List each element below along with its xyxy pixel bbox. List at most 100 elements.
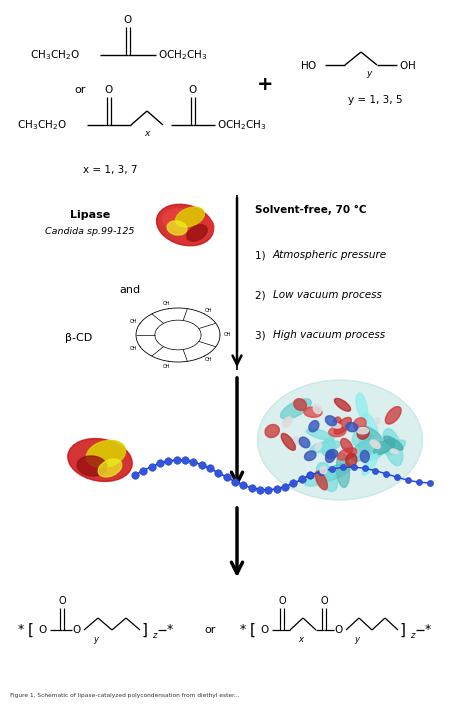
Text: ]: ]: [400, 622, 406, 637]
Ellipse shape: [175, 207, 204, 227]
Ellipse shape: [172, 215, 214, 244]
Ellipse shape: [341, 438, 353, 452]
Ellipse shape: [315, 471, 328, 490]
Ellipse shape: [374, 439, 395, 455]
Ellipse shape: [346, 423, 358, 432]
Ellipse shape: [390, 449, 398, 454]
Ellipse shape: [167, 221, 187, 235]
Ellipse shape: [334, 418, 351, 434]
Ellipse shape: [364, 413, 378, 436]
Text: OH: OH: [205, 307, 213, 313]
Text: O: O: [334, 625, 342, 635]
Text: β-CD: β-CD: [65, 333, 92, 343]
Text: $\mathregular{OCH_2CH_3}$: $\mathregular{OCH_2CH_3}$: [158, 48, 208, 62]
Ellipse shape: [359, 433, 374, 452]
Text: [: [: [250, 622, 256, 637]
Text: High vacuum process: High vacuum process: [273, 330, 385, 340]
Ellipse shape: [294, 399, 307, 411]
Ellipse shape: [346, 453, 357, 467]
Text: Solvent-free, 70 °C: Solvent-free, 70 °C: [255, 205, 366, 215]
Ellipse shape: [315, 443, 322, 450]
Ellipse shape: [307, 429, 334, 440]
Ellipse shape: [354, 418, 366, 430]
Text: y: y: [355, 634, 359, 644]
Text: and: and: [119, 285, 141, 295]
Ellipse shape: [333, 417, 341, 429]
Text: Candida sp.99-125: Candida sp.99-125: [46, 227, 135, 236]
Ellipse shape: [257, 380, 422, 500]
Ellipse shape: [299, 437, 310, 447]
Text: *: *: [240, 624, 246, 636]
Text: OH: OH: [163, 302, 171, 307]
Ellipse shape: [317, 464, 352, 481]
Ellipse shape: [352, 429, 368, 447]
Text: OH: OH: [224, 333, 231, 338]
Text: O: O: [105, 85, 113, 95]
Ellipse shape: [326, 416, 337, 426]
Text: O: O: [58, 596, 66, 606]
Text: O: O: [38, 625, 46, 635]
Ellipse shape: [310, 441, 341, 452]
Ellipse shape: [265, 425, 279, 438]
Ellipse shape: [304, 407, 322, 417]
Text: O: O: [260, 625, 268, 635]
Text: *: *: [167, 624, 173, 636]
Text: O: O: [278, 596, 286, 606]
Text: ]: ]: [142, 622, 148, 637]
Text: z: z: [410, 632, 414, 641]
Text: O: O: [72, 625, 80, 635]
Ellipse shape: [326, 450, 337, 459]
Text: Figure 1. Schematic of lipase-catalyzed polycondensation from diethyl ester...: Figure 1. Schematic of lipase-catalyzed …: [10, 692, 240, 697]
Text: *: *: [18, 624, 24, 636]
Text: Lipase: Lipase: [70, 210, 110, 220]
Ellipse shape: [383, 428, 403, 466]
Text: y: y: [93, 634, 99, 644]
Text: Low vacuum process: Low vacuum process: [273, 290, 382, 300]
Ellipse shape: [358, 426, 382, 442]
Ellipse shape: [357, 427, 369, 439]
Text: or: or: [74, 85, 86, 95]
Ellipse shape: [163, 209, 198, 231]
Text: 1): 1): [255, 250, 269, 260]
Ellipse shape: [360, 450, 369, 462]
Ellipse shape: [356, 393, 367, 420]
Ellipse shape: [362, 454, 378, 475]
Text: x: x: [299, 634, 303, 644]
Ellipse shape: [156, 205, 213, 246]
Text: 3): 3): [255, 330, 269, 340]
Text: OH: OH: [163, 364, 171, 369]
Ellipse shape: [352, 440, 374, 461]
Ellipse shape: [357, 428, 369, 434]
Text: z: z: [152, 632, 156, 641]
Ellipse shape: [384, 436, 403, 450]
Ellipse shape: [281, 399, 311, 419]
Ellipse shape: [321, 438, 335, 456]
Text: $\mathregular{OCH_2CH_3}$: $\mathregular{OCH_2CH_3}$: [217, 118, 266, 132]
Ellipse shape: [187, 225, 207, 241]
Ellipse shape: [304, 451, 316, 460]
Ellipse shape: [329, 427, 346, 437]
Ellipse shape: [370, 441, 391, 460]
Text: OH: OH: [129, 346, 137, 351]
Ellipse shape: [316, 462, 337, 491]
Ellipse shape: [313, 404, 321, 413]
Ellipse shape: [68, 438, 132, 481]
Ellipse shape: [375, 418, 380, 423]
Ellipse shape: [77, 456, 107, 476]
Ellipse shape: [334, 399, 351, 411]
Text: $\mathregular{CH_3CH_2O}$: $\mathregular{CH_3CH_2O}$: [17, 118, 67, 132]
Ellipse shape: [305, 472, 335, 486]
Ellipse shape: [370, 440, 380, 448]
Ellipse shape: [293, 437, 301, 444]
Ellipse shape: [283, 417, 292, 428]
Text: OH: OH: [129, 319, 137, 324]
Ellipse shape: [337, 448, 357, 460]
Text: 2): 2): [255, 290, 269, 300]
Text: $\mathregular{OH}$: $\mathregular{OH}$: [399, 59, 416, 71]
Text: O: O: [124, 15, 132, 25]
Ellipse shape: [386, 440, 405, 455]
Ellipse shape: [326, 451, 335, 462]
Text: Atmospheric pressure: Atmospheric pressure: [273, 250, 387, 260]
Text: or: or: [204, 625, 216, 635]
Text: OH: OH: [205, 358, 213, 362]
